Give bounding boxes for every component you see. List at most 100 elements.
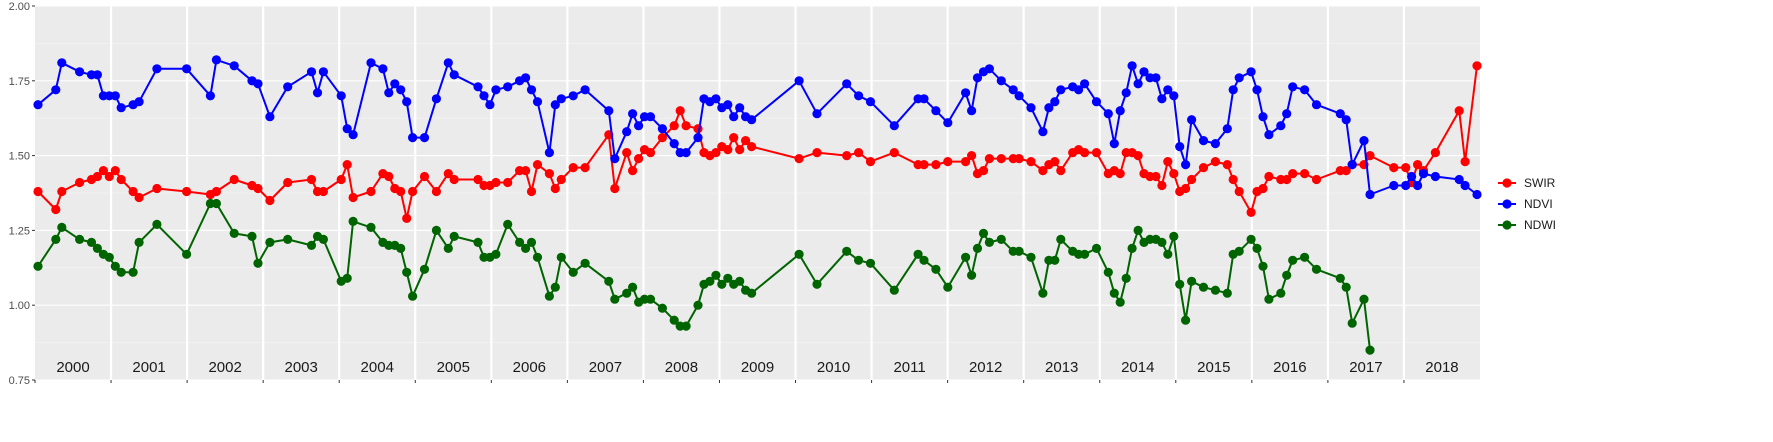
- data-point: [408, 291, 418, 301]
- data-point: [57, 58, 67, 68]
- data-point: [366, 222, 376, 232]
- data-point: [110, 261, 120, 271]
- data-point: [473, 82, 483, 92]
- data-point: [967, 270, 977, 280]
- data-point: [984, 64, 995, 74]
- data-point: [1264, 294, 1274, 304]
- year-label: 2001: [132, 359, 165, 376]
- data-point: [622, 148, 632, 158]
- data-point: [972, 73, 983, 83]
- data-point: [1341, 282, 1351, 292]
- data-point: [1365, 189, 1375, 200]
- data-point: [348, 192, 358, 203]
- data-point: [229, 61, 239, 71]
- data-point: [253, 183, 263, 194]
- data-point: [1365, 345, 1375, 355]
- data-point: [1074, 85, 1084, 95]
- data-point: [931, 160, 941, 170]
- data-point: [580, 85, 590, 95]
- series-layer: [33, 55, 1482, 355]
- data-point: [657, 133, 668, 143]
- data-point: [729, 112, 739, 122]
- data-point: [889, 285, 899, 295]
- data-point: [1109, 139, 1119, 149]
- data-point: [521, 243, 531, 253]
- data-point: [1311, 174, 1322, 185]
- data-point: [532, 160, 543, 170]
- data-point: [479, 91, 489, 101]
- data-point: [211, 186, 221, 197]
- data-point: [312, 88, 323, 98]
- data-point: [526, 237, 537, 247]
- data-point: [889, 148, 899, 158]
- data-point: [116, 267, 126, 277]
- data-point: [104, 252, 114, 262]
- data-point: [747, 288, 757, 298]
- data-point: [485, 100, 495, 110]
- data-point: [306, 67, 317, 77]
- year-label: 2004: [361, 359, 394, 376]
- data-point: [978, 166, 989, 176]
- data-point: [1050, 157, 1060, 167]
- data-point: [705, 276, 715, 286]
- data-point: [1246, 207, 1256, 217]
- data-point: [205, 91, 215, 101]
- data-point: [1198, 136, 1209, 146]
- data-point: [419, 133, 430, 143]
- data-point: [610, 183, 620, 194]
- data-point: [568, 91, 578, 101]
- data-point: [1056, 85, 1066, 95]
- data-point: [967, 151, 977, 161]
- data-point: [1365, 151, 1375, 161]
- data-point: [854, 148, 864, 158]
- series-ndvi: [33, 55, 1482, 200]
- data-point: [134, 192, 144, 203]
- legend-marker: [1502, 178, 1512, 188]
- data-point: [628, 166, 638, 176]
- data-point: [669, 315, 679, 325]
- data-point: [306, 240, 317, 250]
- data-point: [1198, 282, 1209, 292]
- data-point: [1157, 94, 1167, 104]
- data-point: [1008, 85, 1018, 95]
- data-point: [57, 222, 67, 232]
- data-point: [634, 154, 644, 164]
- data-point: [741, 136, 751, 146]
- data-point: [1169, 91, 1179, 101]
- year-label: 2018: [1425, 359, 1458, 376]
- data-point: [1300, 169, 1310, 179]
- data-point: [1044, 103, 1054, 113]
- y-tick-label: 1.25: [9, 225, 30, 237]
- data-point: [1252, 85, 1262, 95]
- data-point: [794, 249, 804, 259]
- data-point: [1258, 261, 1268, 271]
- data-point: [384, 171, 394, 182]
- data-point: [1198, 163, 1209, 173]
- data-point: [580, 163, 590, 173]
- data-point: [1133, 225, 1143, 235]
- data-point: [1311, 264, 1322, 274]
- data-point: [604, 106, 614, 116]
- data-point: [1276, 288, 1286, 298]
- data-point: [1460, 180, 1470, 191]
- data-point: [348, 130, 358, 140]
- legend-item-swir: SWIR: [1498, 176, 1556, 190]
- data-point: [443, 58, 453, 68]
- data-point: [1359, 136, 1369, 146]
- data-point: [675, 106, 685, 116]
- data-point: [1109, 288, 1119, 298]
- legend-item-ndwi: NDWI: [1498, 218, 1556, 232]
- data-point: [717, 279, 727, 289]
- data-point: [33, 261, 43, 271]
- data-point: [865, 157, 876, 167]
- data-point: [128, 186, 138, 197]
- data-point: [1157, 180, 1167, 191]
- data-point: [1181, 183, 1191, 194]
- data-point: [211, 198, 221, 209]
- data-point: [1300, 85, 1310, 95]
- data-point: [473, 237, 483, 247]
- y-tick-label: 1.75: [9, 76, 30, 88]
- data-point: [283, 234, 293, 244]
- data-point: [1091, 148, 1102, 158]
- data-point: [961, 88, 971, 98]
